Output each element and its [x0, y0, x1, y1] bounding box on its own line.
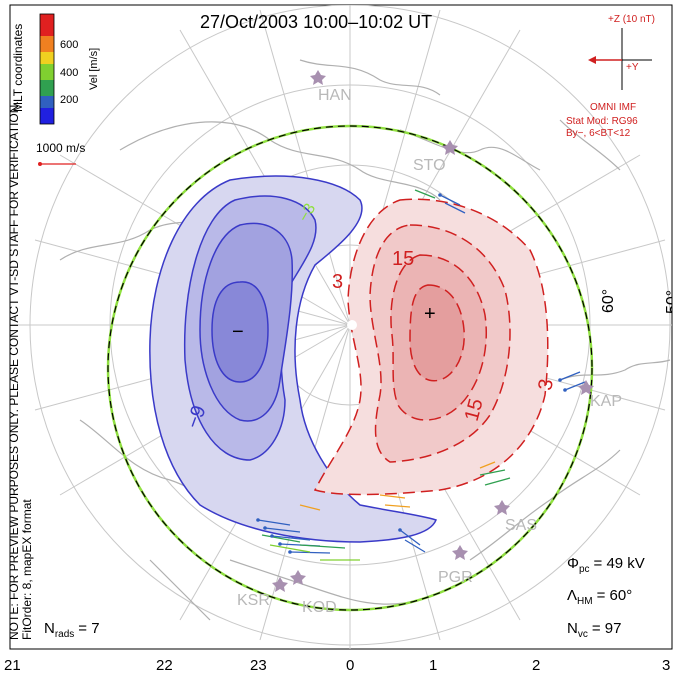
station-star-kap: [578, 380, 594, 395]
mlt-axis: 21 22 23 0 1 2 3: [4, 657, 670, 674]
station-label-han: HAN: [318, 87, 352, 104]
mlt-tick-2: 2: [532, 657, 540, 674]
imf-source: OMNI IMF: [590, 102, 636, 113]
hm-boundary: [107, 125, 593, 611]
coords-label: MLT coordinates: [11, 24, 25, 112]
mlt-tick-23: 23: [250, 657, 267, 674]
map-stats: Φpc = 49 kV ΛHM = 60° Nvc = 97 Nrads = 7: [44, 555, 645, 640]
imf-condition: By−, 6<BT<12: [566, 128, 631, 139]
colorbar-segment-5: [40, 80, 54, 96]
colorbar-segment-1: [40, 14, 54, 36]
station-star-sas: [494, 500, 510, 515]
positive-cell: [313, 198, 549, 496]
colorbar-tick-400: 400: [60, 67, 78, 79]
nrads-stat: Nrads = 7: [44, 620, 100, 640]
station-star-han: [310, 70, 326, 85]
ref-vector-dot: [38, 162, 42, 166]
imf-indicator: +Z (10 nT) +Y OMNI IMF Stat Mod: RG96 By…: [566, 14, 655, 139]
station-star-pgr: [452, 545, 468, 560]
imf-z-label: +Z (10 nT): [608, 14, 655, 25]
mlt-tick-3: 3: [662, 657, 670, 674]
contour-label-pos-2: 15: [392, 248, 414, 270]
mlt-tick-0: 0: [346, 657, 354, 674]
latitude-label-50: 50°: [664, 290, 680, 314]
contour-label-neg-2: −3: [295, 201, 319, 225]
potential-min-marker: −: [232, 321, 244, 343]
ref-vector-label: 1000 m/s: [36, 141, 85, 155]
lambda-hm-stat: ΛHM = 60°: [567, 587, 632, 607]
latitude-label-60: 60°: [600, 289, 617, 313]
preview-note: NOTE: FOR PREVIEW PURPOSES ONLY. PLEASE …: [7, 101, 21, 640]
station-label-ksr: KSR: [237, 592, 270, 609]
colorbar-tick-200: 200: [60, 94, 78, 106]
velocity-colorbar: 600 400 200 Vel [m/s]: [39, 13, 100, 125]
fitorder-note: FitOrder: 8, mapEX format: [20, 499, 34, 640]
pole-marker: [347, 320, 357, 330]
phi-pc-stat: Φpc = 49 kV: [567, 555, 645, 575]
station-star-sto: [442, 140, 458, 155]
station-markers: [272, 70, 594, 592]
station-star-kod: [290, 570, 306, 585]
mlt-tick-1: 1: [429, 657, 437, 674]
colorbar-segment-4: [40, 64, 54, 80]
station-label-sas: SAS: [505, 517, 537, 534]
colorbar-tick-600: 600: [60, 39, 78, 51]
station-label-pgr: PGR: [438, 569, 473, 586]
nvc-stat: Nvc = 97: [567, 620, 621, 640]
colorbar-segment-7: [40, 108, 54, 124]
negative-cell: [149, 175, 437, 543]
colorbar-segment-2: [40, 36, 54, 52]
contour-label-pos-1: 3: [332, 271, 343, 293]
colorbar-segment-6: [40, 96, 54, 108]
colorbar-label: Vel [m/s]: [88, 48, 100, 90]
station-label-kod: KOD: [302, 599, 337, 616]
imf-stat-mod: Stat Mod: RG96: [566, 116, 638, 127]
velocity-vectors: [256, 189, 586, 561]
colorbar-segment-3: [40, 52, 54, 64]
contour-label-pos-4: 3: [534, 377, 558, 392]
imf-y-label: +Y: [626, 62, 639, 73]
mlt-tick-22: 22: [156, 657, 173, 674]
map-title: 27/Oct/2003 10:00–10:02 UT: [200, 12, 432, 32]
station-star-ksr: [272, 577, 288, 592]
station-label-kap: KAP: [590, 393, 622, 410]
mlt-tick-21: 21: [4, 657, 21, 674]
potential-max-marker: +: [424, 303, 436, 325]
station-label-sto: STO: [413, 157, 446, 174]
